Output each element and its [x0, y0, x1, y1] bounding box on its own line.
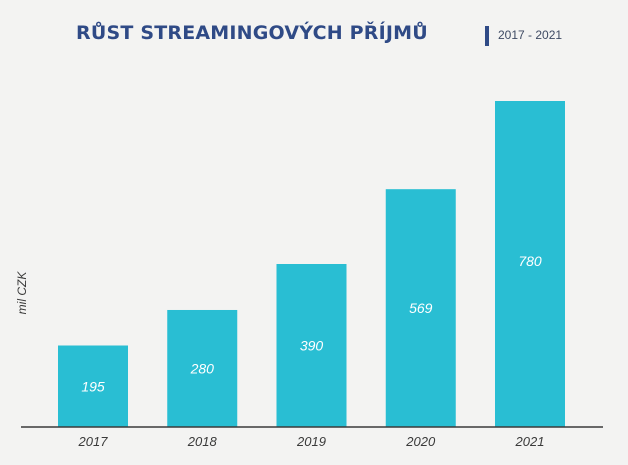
bar-value-label-2020: 569 [409, 300, 433, 316]
x-tick-label-2021: 2021 [515, 434, 545, 449]
y-axis-label: mil CZK [15, 271, 29, 315]
x-tick-label-2017: 2017 [78, 434, 109, 449]
bar-2021 [495, 101, 565, 427]
bar-2019 [276, 264, 347, 427]
chart-title: RŮST STREAMINGOVÝCH PŘÍJMŮ [76, 22, 428, 44]
bar-2018 [167, 309, 238, 427]
bar-value-label-2018: 280 [190, 360, 215, 376]
x-tick-label-2018: 2018 [187, 434, 218, 449]
bar-value-label-2017: 195 [81, 378, 105, 394]
bar-2017 [58, 345, 128, 427]
bars-group [58, 101, 565, 427]
x-tick-label-2019: 2019 [296, 434, 326, 449]
chart-subtitle: 2017 - 2021 [498, 28, 563, 42]
bar-labels-group: 195 280 390 569 780 [81, 253, 542, 394]
x-tick-label-2020: 2020 [405, 434, 436, 449]
bar-value-label-2019: 390 [300, 338, 324, 354]
bar-value-label-2021: 780 [518, 253, 542, 269]
bar-2020 [385, 189, 456, 427]
x-tick-labels-group: 2017 2018 2019 2020 2021 [78, 434, 545, 449]
title-separator [485, 26, 489, 46]
chart-header: RŮST STREAMINGOVÝCH PŘÍJMŮ 2017 - 2021 [0, 22, 628, 52]
